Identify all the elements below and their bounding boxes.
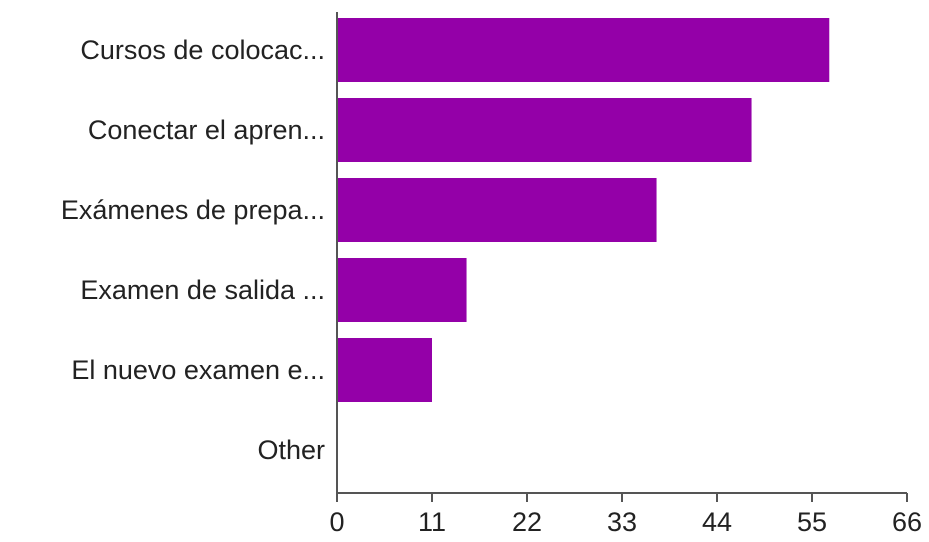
category-labels-group: Cursos de colocac... Conectar el apren...… (61, 35, 325, 465)
x-tick-label-1: 11 (418, 507, 446, 537)
x-tick-label-5: 55 (797, 507, 827, 537)
bar-2 (337, 178, 657, 242)
bar-0 (337, 18, 830, 82)
category-label-4: El nuevo examen e... (71, 355, 325, 385)
axes-group (336, 12, 907, 494)
bar-4 (337, 338, 432, 402)
bar-3 (337, 258, 467, 322)
x-ticks-group: 0 11 22 33 44 55 66 (329, 493, 922, 537)
category-label-2: Exámenes de prepa... (61, 195, 325, 225)
bars-group (337, 18, 830, 402)
x-tick-label-2: 22 (512, 507, 542, 537)
category-label-5: Other (257, 435, 325, 465)
bar-1 (337, 98, 752, 162)
category-label-1: Conectar el apren... (88, 115, 325, 145)
x-tick-label-0: 0 (329, 507, 344, 537)
x-tick-label-4: 44 (702, 507, 732, 537)
category-label-3: Examen de salida ... (80, 275, 325, 305)
x-tick-label-3: 33 (607, 507, 637, 537)
category-label-0: Cursos de colocac... (80, 35, 325, 65)
x-tick-label-6: 66 (892, 507, 922, 537)
